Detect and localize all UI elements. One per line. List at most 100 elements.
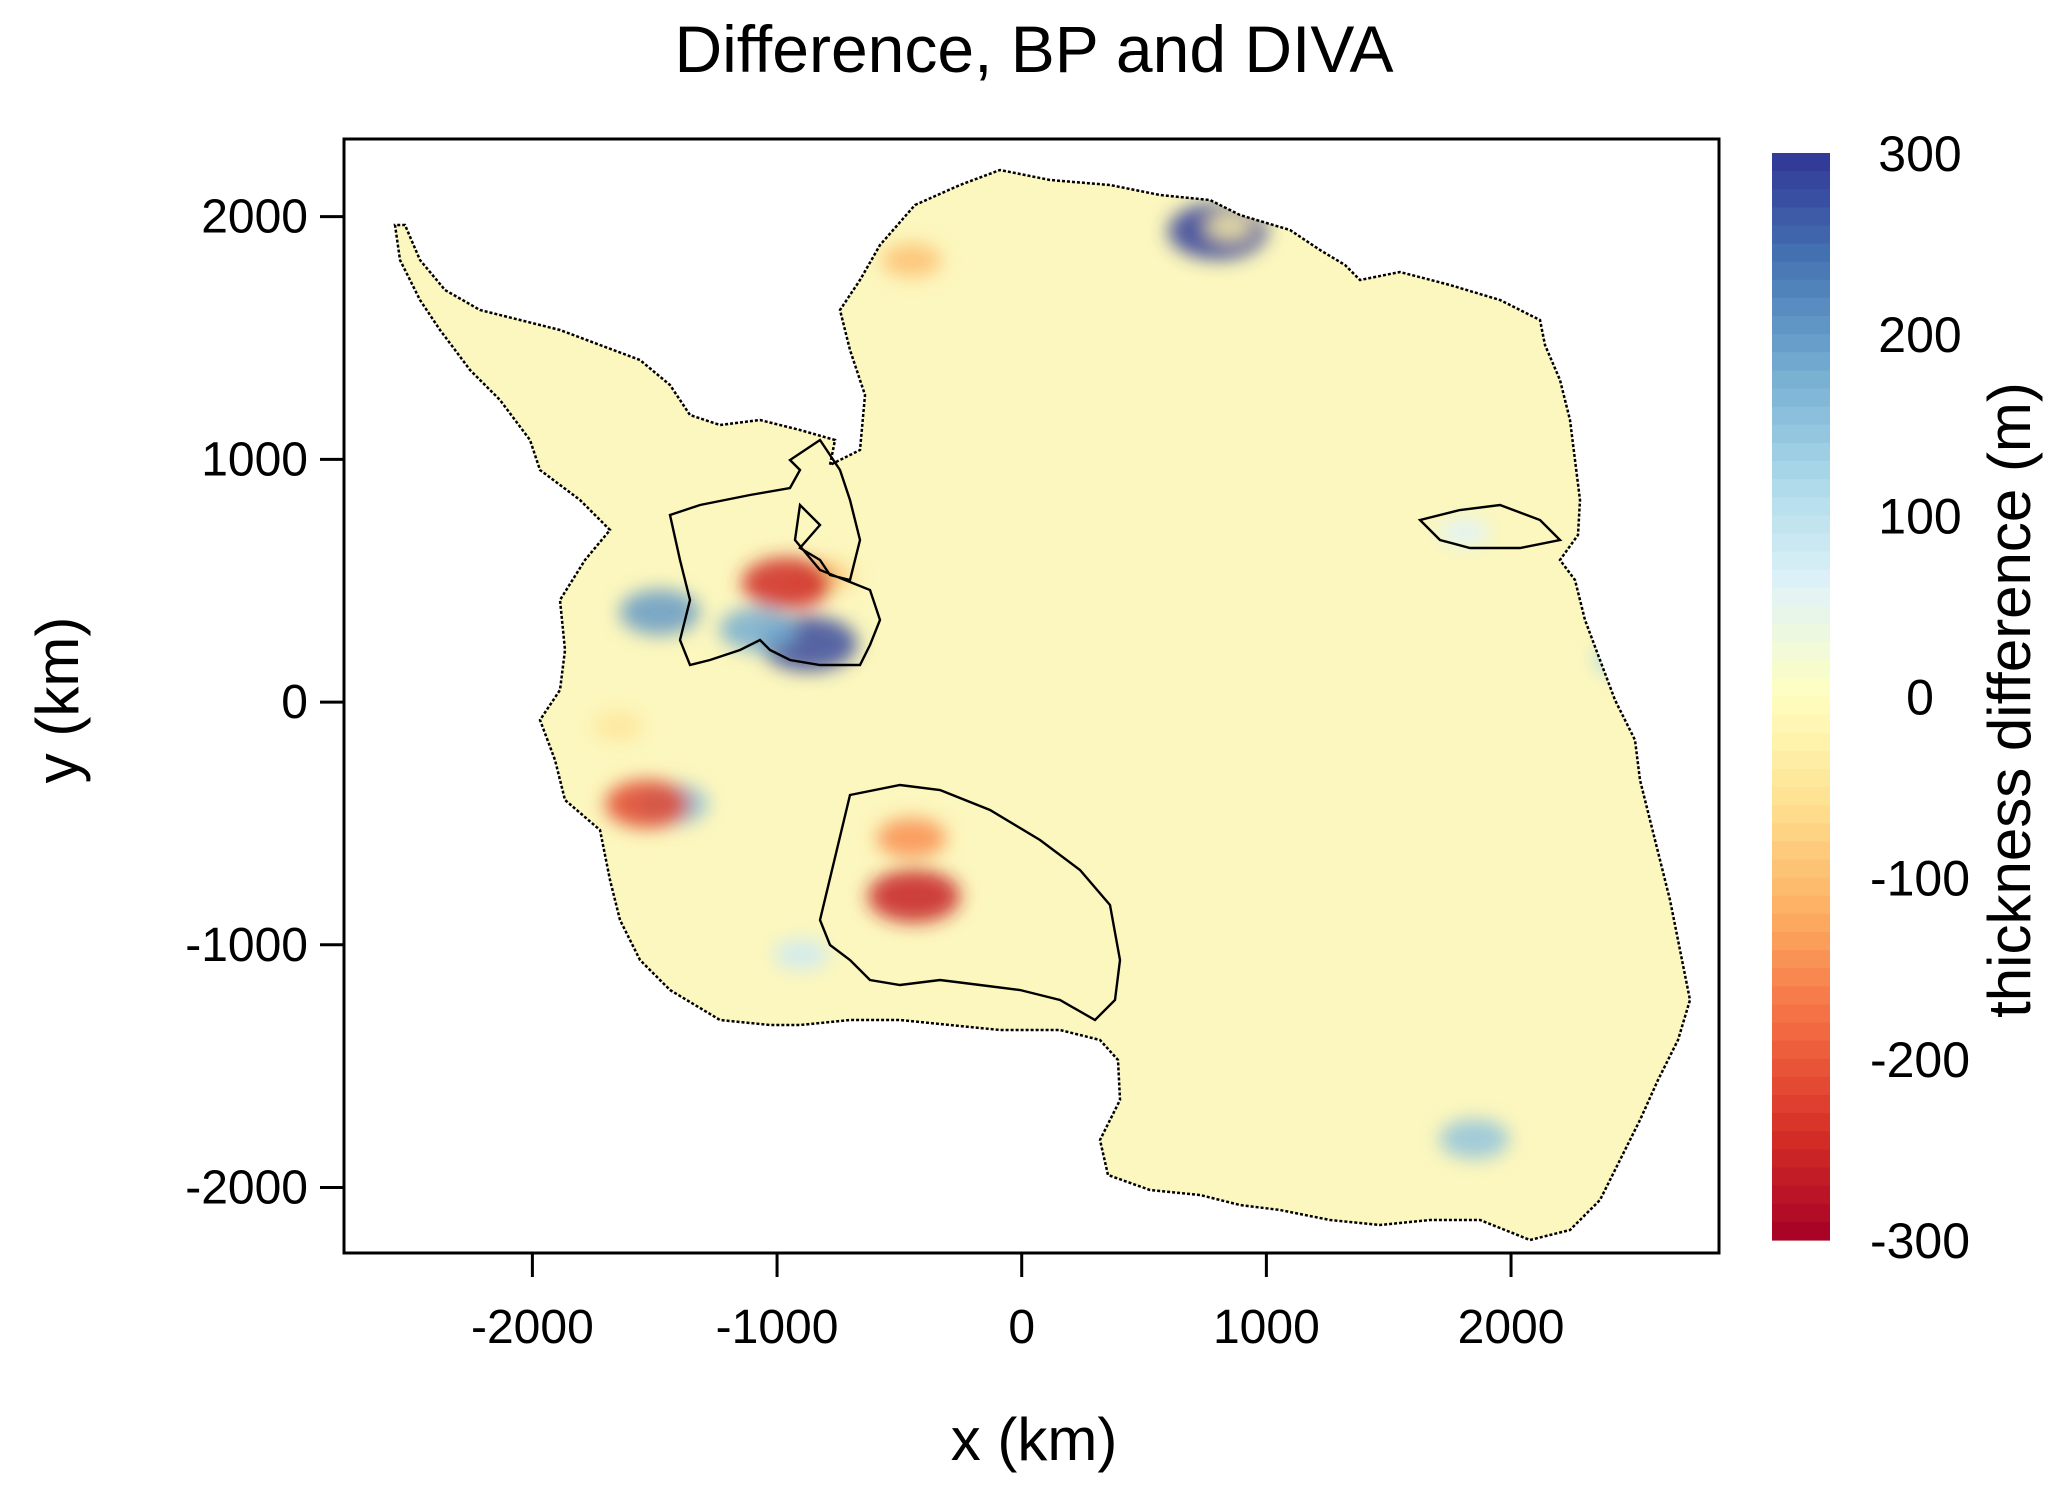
colorbar-segment [1772,1167,1830,1187]
colorbar-segment [1772,823,1830,843]
colorbar-segment [1772,1221,1830,1241]
anomaly-mark [1438,517,1491,547]
colorbar-segment [1772,678,1830,698]
colorbar-segment [1772,261,1830,281]
colorbar-segment [1772,406,1830,426]
colorbar-tick-label: 200 [1878,307,1961,363]
colorbar-segment [1772,279,1830,299]
y-tick-label: 2000 [201,191,308,244]
grounding-line-ross [818,783,1122,1022]
anomaly-mark [867,869,961,923]
colorbar-label: thickness difference (m) [1976,382,2043,1018]
colorbar-segment [1772,1131,1830,1151]
anomaly-mark [741,557,833,610]
chart-title: Difference, BP and DIVA [674,12,1393,86]
colorbar-segment [1772,624,1830,643]
colorbar-segment [1772,370,1830,390]
colorbar-tick-label: -300 [1870,1213,1970,1269]
colorbar: 300 200 100 0 -100 -200 -300 [1772,126,1970,1269]
y-axis-label: y (km) [24,617,91,784]
colorbar-segment [1772,913,1830,933]
colorbar-segment [1772,968,1830,987]
colorbar-segment [1772,805,1830,824]
colorbar-segment [1772,1185,1830,1205]
colorbar-segment [1772,243,1830,263]
anomaly-mark [1439,1118,1510,1159]
colorbar-segment [1772,1113,1830,1132]
colorbar-segment [1772,334,1830,353]
colorbar-segment [1772,714,1830,734]
grounding-line-amery [1417,503,1563,550]
colorbar-segment [1772,1203,1830,1223]
colorbar-segment [1772,316,1830,335]
x-tick-label: 0 [1008,1301,1035,1354]
colorbar-segment [1772,569,1830,589]
x-tick-label: 1000 [1213,1301,1320,1354]
colorbar-segment [1772,932,1830,951]
colorbar-segment [1772,732,1830,752]
colorbar-segment [1772,895,1830,915]
colorbar-segment [1772,225,1830,245]
colorbar-tick-label: 100 [1878,488,1961,544]
anomaly-mark [719,607,796,652]
colorbar-segment [1772,1149,1830,1169]
x-tick-label: -1000 [716,1301,839,1354]
colorbar-segment [1772,1058,1830,1078]
colorbar-segment [1772,297,1830,317]
colorbar-segment [1772,171,1830,190]
anomaly-mark [1206,213,1253,240]
colorbar-segment [1772,768,1830,788]
colorbar-segment [1772,787,1830,806]
colorbar-segment [1772,1004,1830,1024]
colorbar-segment [1772,859,1830,879]
y-axis: -2000 -1000 0 1000 2000 [185,191,344,1214]
colorbar-segment [1772,442,1830,462]
colorbar-segment [1772,1040,1830,1060]
y-tick-label: -2000 [185,1161,308,1214]
colorbar-segment [1772,388,1830,408]
y-tick-label: -1000 [185,919,308,972]
anomaly-mark [593,712,643,741]
colorbar-segment [1772,207,1830,227]
colorbar-segment [1772,460,1830,480]
x-axis: -2000 -1000 0 1000 2000 [471,1253,1564,1354]
colorbar-segment [1772,1022,1830,1042]
colorbar-segment [1772,1076,1830,1096]
colorbar-segment [1772,153,1830,172]
colorbar-segment [1772,660,1830,679]
colorbar-segment [1772,587,1830,607]
colorbar-segment [1772,479,1830,498]
x-axis-label: x (km) [951,1406,1118,1473]
colorbar-tick-label: -100 [1870,851,1970,907]
colorbar-segment [1772,424,1830,444]
colorbar-segment [1772,642,1830,661]
anomaly-mark [881,243,942,278]
colorbar-segment [1772,352,1830,371]
anomaly-mark [876,817,947,858]
anomaly-mark [619,589,700,636]
colorbar-tick-label: 300 [1878,126,1961,182]
colorbar-segment [1772,605,1830,625]
grounding-line-filchner-ronne [668,438,882,667]
colorbar-segment [1772,497,1830,516]
x-tick-label: 2000 [1458,1301,1565,1354]
colorbar-segment [1772,189,1830,208]
colorbar-segment [1772,750,1830,770]
colorbar-segment [1772,533,1830,553]
y-tick-label: 0 [281,676,308,729]
colorbar-segment [1772,841,1830,861]
colorbar-tick-label: -200 [1870,1032,1970,1088]
colorbar-tick-label: 0 [1906,670,1934,726]
colorbar-segment [1772,1095,1830,1114]
colorbar-segment [1772,877,1830,897]
anomaly-mark [605,779,690,829]
colorbar-segment [1772,696,1830,716]
x-tick-label: -2000 [471,1301,594,1354]
colorbar-segment [1772,950,1830,969]
colorbar-segment [1772,515,1830,535]
y-tick-label: 1000 [201,433,308,486]
colorbar-segment [1772,986,1830,1006]
colorbar-segment [1772,551,1830,571]
anomaly-mark [773,938,830,971]
